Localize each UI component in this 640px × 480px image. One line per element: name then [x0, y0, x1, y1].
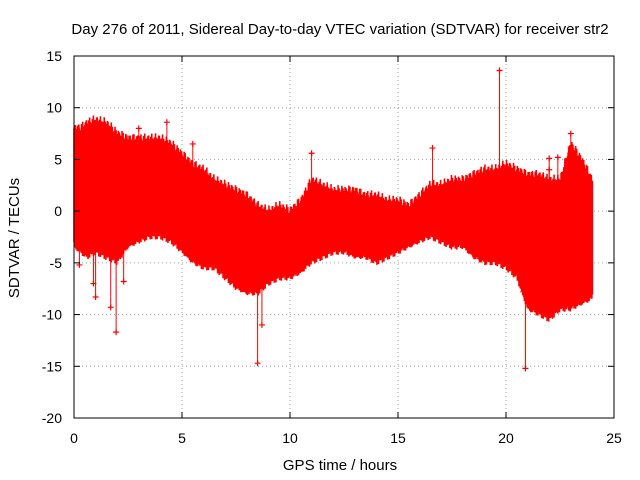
x-tick-label: 25 [606, 430, 622, 446]
x-tick-label: 0 [70, 430, 78, 446]
x-tick-label: 5 [178, 430, 186, 446]
data-point [189, 140, 196, 147]
data-point [308, 150, 315, 157]
data-point [163, 119, 170, 126]
data-point [429, 145, 436, 152]
y-axis-label: SDTVAR / TECUs [6, 178, 23, 298]
data-point [107, 304, 114, 311]
x-tick-label: 10 [282, 430, 298, 446]
x-axis-label: GPS time / hours [283, 457, 397, 474]
data-point [120, 278, 127, 285]
y-tick-label: -15 [42, 358, 62, 374]
chart-title: Day 276 of 2011, Sidereal Day-to-day VTE… [71, 21, 608, 38]
y-tick-label: 5 [54, 151, 62, 167]
y-tick-label: -10 [42, 307, 62, 323]
data-point [496, 67, 503, 74]
data-point [520, 288, 527, 295]
axis-ticks: 0 5 10 15 20 25 -20 -15 -10 -5 0 5 10 15 [42, 48, 622, 446]
data-point [546, 166, 553, 173]
y-tick-label: -20 [42, 410, 62, 426]
data-point [92, 293, 99, 300]
data-point [135, 125, 142, 132]
x-tick-label: 20 [498, 430, 514, 446]
data-cloud [73, 67, 594, 372]
data-point [113, 329, 120, 336]
data-point [522, 365, 529, 372]
data-point [546, 155, 553, 162]
y-tick-label: 15 [46, 48, 62, 64]
data-point [554, 154, 561, 161]
data-point [567, 130, 574, 137]
x-tick-label: 15 [390, 430, 406, 446]
y-tick-label: -5 [50, 255, 63, 271]
plot-frame [73, 55, 615, 419]
data-band [73, 115, 594, 322]
data-point [254, 360, 261, 367]
data-point [258, 321, 265, 328]
y-tick-label: 0 [54, 203, 62, 219]
y-tick-label: 10 [46, 100, 62, 116]
